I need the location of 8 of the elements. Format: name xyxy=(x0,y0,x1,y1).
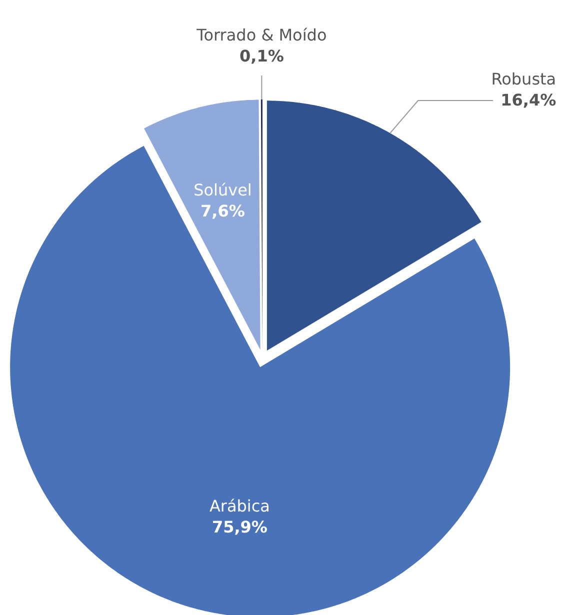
data-label: 16,4% xyxy=(500,90,556,110)
slice-label: Arábica xyxy=(209,496,270,516)
slice-label: Solúvel xyxy=(194,180,252,200)
data-label: 7,6% xyxy=(200,201,245,220)
data-label: 0,1% xyxy=(240,46,284,66)
slice-label: Torrado & Moído xyxy=(196,26,327,44)
data-label: 75,9% xyxy=(212,517,268,536)
slice-label: Robusta xyxy=(491,70,556,88)
